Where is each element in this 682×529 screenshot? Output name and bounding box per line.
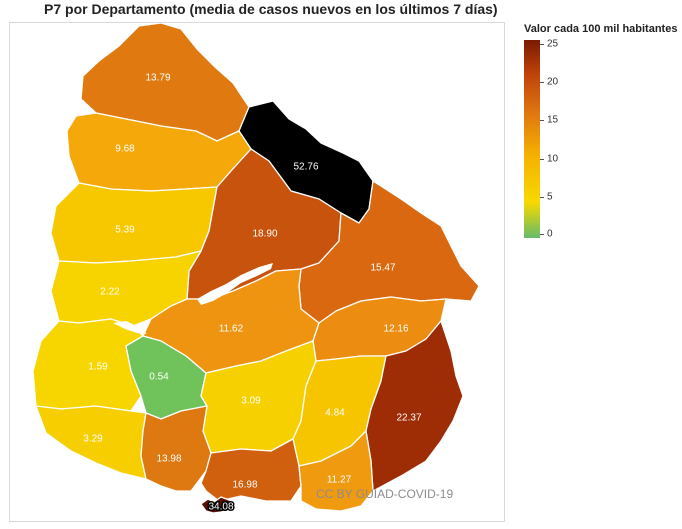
value-label-salto: 9.68 — [115, 144, 135, 155]
value-label-flores: 0.54 — [149, 372, 169, 383]
legend-tick — [540, 44, 544, 45]
credit-text: CC BY GUIAD-COVID-19 — [316, 487, 453, 501]
value-label-rocha: 22.37 — [396, 413, 421, 424]
legend-tick-label: 15 — [547, 114, 559, 126]
value-label-rivera: 52.76 — [293, 162, 318, 173]
value-label-lavalleja: 4.84 — [325, 408, 345, 419]
value-label-durazno: 11.62 — [219, 324, 244, 335]
value-label-san-jose: 13.98 — [156, 454, 181, 465]
legend-tick-label: 10 — [547, 153, 559, 165]
legend-title: Valor cada 100 mil habitantes — [524, 23, 678, 35]
value-label-florida: 3.09 — [241, 396, 261, 407]
value-label-colonia: 3.29 — [83, 434, 103, 445]
value-label-montevideo: 34.08 — [208, 502, 233, 513]
legend-tick — [540, 120, 544, 121]
legend-tick — [540, 197, 544, 198]
value-label-soriano: 1.59 — [88, 362, 108, 373]
legend-tick — [540, 82, 544, 83]
legend-tick-label: 0 — [547, 228, 553, 240]
map-panel: 13.79 52.76 9.68 5.39 18.90 15.47 2.22 1… — [9, 22, 505, 522]
value-label-cerro-largo: 15.47 — [370, 263, 395, 274]
value-label-maldonado: 11.27 — [327, 475, 352, 486]
department-san-jose[interactable] — [140, 405, 212, 492]
legend-tick-label: 20 — [547, 76, 559, 88]
legend-tick-label: 5 — [547, 191, 553, 203]
value-label-canelones: 16.98 — [232, 480, 257, 491]
value-label-paysandu: 5.39 — [115, 225, 135, 236]
department-paysandu[interactable] — [50, 182, 218, 264]
legend-tick — [540, 159, 544, 160]
legend-color-bar — [524, 40, 540, 238]
value-label-treinta-y-tres: 12.16 — [383, 324, 408, 335]
department-rocha[interactable] — [365, 320, 464, 492]
legend-tick — [540, 234, 544, 235]
reservoir-lake-small — [113, 321, 147, 334]
value-label-tacuarembo: 18.90 — [252, 229, 277, 240]
department-maldonado[interactable] — [298, 430, 374, 512]
reservoir-lake — [197, 263, 273, 305]
value-label-rio-negro: 2.22 — [100, 287, 120, 298]
value-label-artigas: 13.79 — [145, 73, 170, 84]
department-montevideo[interactable] — [200, 496, 236, 514]
department-canelones[interactable] — [200, 438, 302, 502]
map-title: P7 por Departamento (media de casos nuev… — [44, 1, 498, 17]
uruguay-map: 13.79 52.76 9.68 5.39 18.90 15.47 2.22 1… — [32, 23, 480, 514]
legend-tick-label: 25 — [547, 38, 559, 50]
